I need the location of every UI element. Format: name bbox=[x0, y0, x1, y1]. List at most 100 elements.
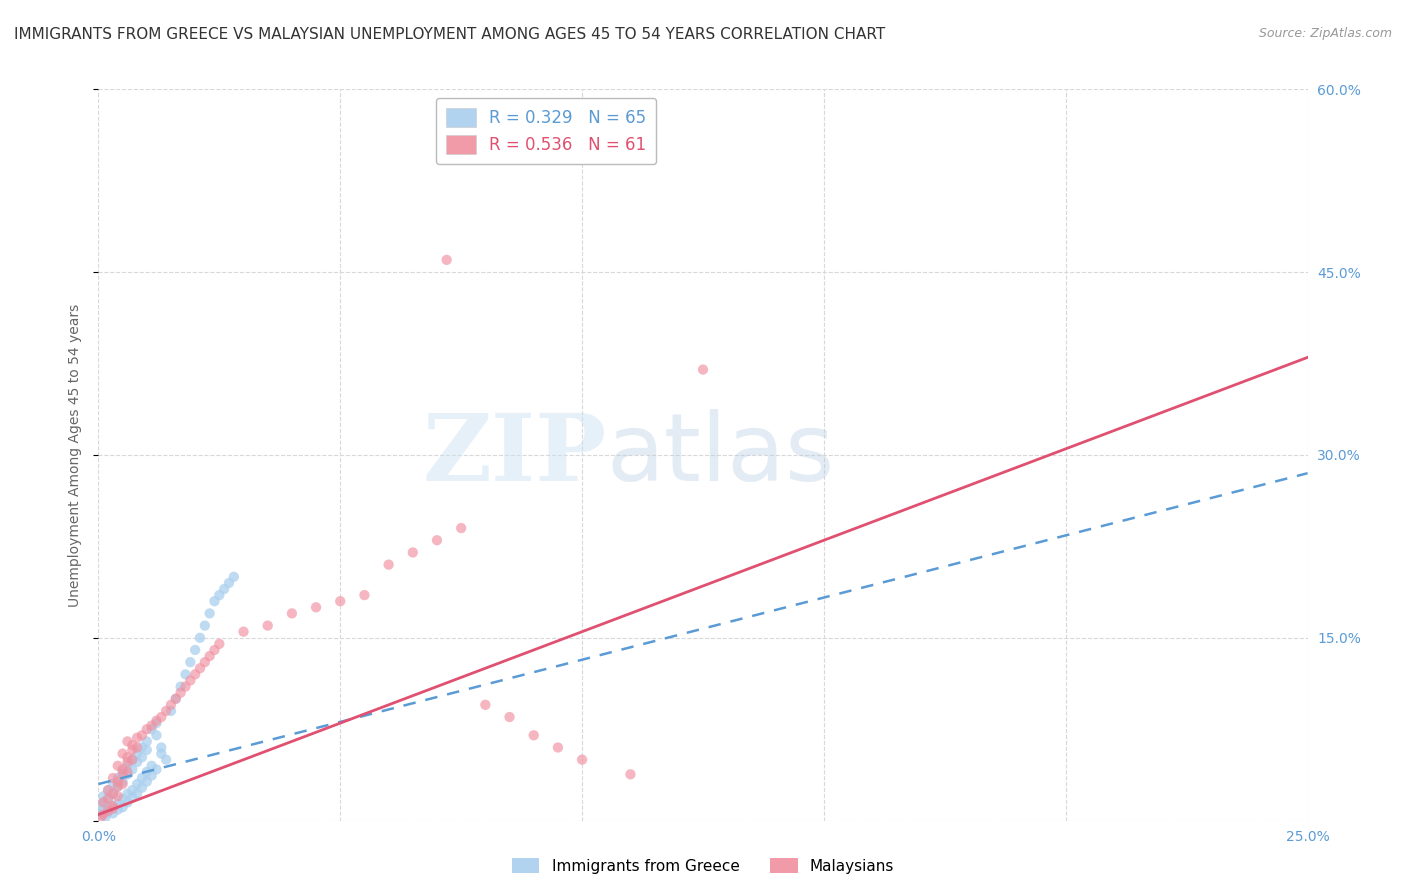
Point bbox=[131, 780, 153, 795]
Point bbox=[111, 767, 134, 781]
Point bbox=[135, 764, 157, 779]
Point bbox=[436, 252, 458, 267]
Point bbox=[141, 723, 163, 737]
Point bbox=[121, 790, 143, 805]
Text: atlas: atlas bbox=[606, 409, 835, 501]
Point bbox=[131, 750, 153, 764]
Point bbox=[101, 771, 124, 785]
Point bbox=[692, 362, 714, 376]
Point bbox=[174, 667, 197, 681]
Legend: R = 0.329   N = 65, R = 0.536   N = 61: R = 0.329 N = 65, R = 0.536 N = 61 bbox=[436, 97, 657, 164]
Point bbox=[547, 740, 569, 755]
Point bbox=[145, 714, 167, 728]
Point bbox=[145, 716, 167, 731]
Point bbox=[141, 758, 163, 772]
Point bbox=[232, 624, 254, 639]
Point bbox=[450, 521, 472, 535]
Point bbox=[111, 800, 134, 814]
Point bbox=[194, 618, 217, 632]
Text: ZIP: ZIP bbox=[422, 410, 606, 500]
Point bbox=[121, 743, 143, 757]
Point bbox=[184, 643, 207, 657]
Point bbox=[204, 643, 226, 657]
Point bbox=[111, 747, 134, 761]
Point bbox=[101, 801, 124, 815]
Point bbox=[91, 789, 114, 804]
Point bbox=[184, 667, 207, 681]
Point bbox=[101, 777, 124, 791]
Point bbox=[160, 704, 183, 718]
Point bbox=[107, 780, 129, 794]
Point bbox=[169, 680, 191, 694]
Point bbox=[107, 789, 129, 804]
Point bbox=[90, 810, 112, 824]
Point bbox=[127, 777, 149, 791]
Text: Source: ZipAtlas.com: Source: ZipAtlas.com bbox=[1258, 27, 1392, 40]
Point bbox=[188, 631, 211, 645]
Point bbox=[97, 791, 120, 805]
Point bbox=[160, 698, 183, 712]
Y-axis label: Unemployment Among Ages 45 to 54 years: Unemployment Among Ages 45 to 54 years bbox=[69, 303, 83, 607]
Point bbox=[222, 570, 245, 584]
Point bbox=[619, 767, 641, 781]
Point bbox=[127, 747, 149, 761]
Point bbox=[107, 803, 129, 817]
Point bbox=[107, 758, 129, 772]
Point bbox=[90, 799, 112, 814]
Point bbox=[402, 545, 425, 559]
Point bbox=[111, 763, 134, 777]
Point bbox=[101, 787, 124, 801]
Point bbox=[117, 755, 139, 769]
Point bbox=[90, 807, 112, 822]
Point bbox=[127, 787, 149, 801]
Point bbox=[107, 771, 129, 785]
Legend: Immigrants from Greece, Malaysians: Immigrants from Greece, Malaysians bbox=[506, 852, 900, 880]
Point bbox=[111, 774, 134, 789]
Point bbox=[111, 777, 134, 791]
Point bbox=[121, 753, 143, 767]
Point bbox=[135, 774, 157, 789]
Point bbox=[353, 588, 375, 602]
Point bbox=[91, 804, 114, 818]
Point bbox=[117, 787, 139, 801]
Point bbox=[212, 582, 235, 596]
Point bbox=[305, 600, 328, 615]
Point bbox=[135, 734, 157, 748]
Point bbox=[97, 791, 120, 805]
Point bbox=[165, 691, 187, 706]
Point bbox=[155, 704, 177, 718]
Point bbox=[127, 755, 149, 769]
Point bbox=[174, 680, 197, 694]
Point bbox=[131, 771, 153, 785]
Point bbox=[117, 796, 139, 810]
Point bbox=[329, 594, 352, 608]
Point bbox=[131, 728, 153, 742]
Point bbox=[208, 588, 231, 602]
Point bbox=[155, 753, 177, 767]
Point bbox=[208, 637, 231, 651]
Point bbox=[141, 718, 163, 732]
Point bbox=[121, 783, 143, 797]
Point bbox=[377, 558, 399, 572]
Point bbox=[498, 710, 520, 724]
Point bbox=[101, 799, 124, 814]
Point bbox=[101, 806, 124, 821]
Point bbox=[281, 607, 304, 621]
Point bbox=[94, 810, 117, 824]
Point bbox=[107, 774, 129, 789]
Point bbox=[91, 796, 114, 810]
Point bbox=[150, 747, 173, 761]
Point bbox=[97, 783, 120, 797]
Point bbox=[107, 797, 129, 811]
Point bbox=[218, 576, 240, 591]
Point bbox=[117, 734, 139, 748]
Point bbox=[135, 743, 157, 757]
Point bbox=[179, 655, 201, 669]
Point bbox=[117, 764, 139, 779]
Point bbox=[97, 804, 120, 818]
Point bbox=[194, 655, 217, 669]
Point bbox=[571, 753, 593, 767]
Point bbox=[121, 738, 143, 752]
Point bbox=[198, 607, 221, 621]
Point bbox=[127, 731, 149, 745]
